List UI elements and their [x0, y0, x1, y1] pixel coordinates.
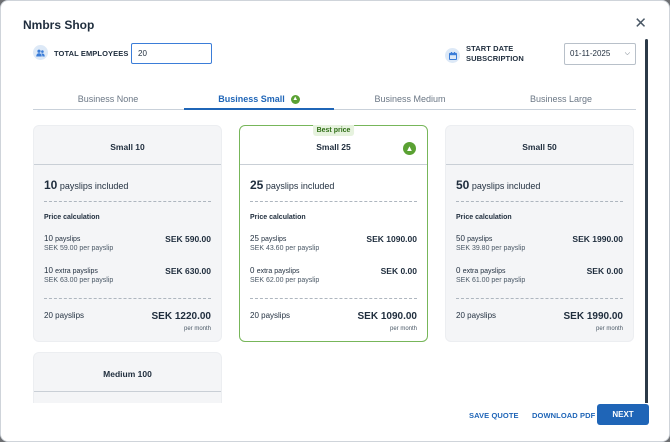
tab-business-none[interactable]: Business None	[77, 94, 139, 104]
save-quote-button[interactable]: SAVE QUOTE	[469, 411, 519, 420]
base-price: SEK 590.00	[165, 234, 211, 244]
plan-tabs: Business None Business Small ▲ Business M…	[33, 94, 636, 110]
divider	[456, 298, 623, 299]
price-calculation-label: Price calculation	[44, 214, 100, 221]
extra-rate: SEK 63.00 per payslip	[44, 277, 114, 284]
thumbs-up-icon: ▲	[290, 95, 300, 105]
base-line: 25 payslips	[250, 234, 287, 243]
thumbs-up-icon: ▲	[403, 142, 416, 155]
plan-name: Medium 100	[34, 353, 221, 392]
plan-name: Small 50	[446, 126, 633, 165]
tab-business-medium[interactable]: Business Medium	[374, 94, 446, 104]
best-price-badge: Best price	[312, 125, 355, 136]
tab-business-large[interactable]: Business Large	[529, 94, 593, 104]
divider	[456, 201, 623, 202]
total-price: SEK 1990.00	[563, 311, 624, 322]
per-month-label: per month	[595, 326, 623, 332]
start-date-select[interactable]: 01-11-2025 ⌵	[564, 43, 636, 65]
start-date-value: 01-11-2025	[570, 49, 611, 58]
extra-line: 10 extra payslips	[44, 266, 98, 275]
total-price: SEK 1220.00	[151, 311, 212, 322]
extra-price: SEK 0.00	[586, 266, 623, 276]
divider	[250, 298, 417, 299]
employees-input[interactable]: 20	[131, 43, 212, 64]
divider	[44, 201, 211, 202]
plan-name: Small 25	[240, 126, 427, 165]
base-rate: SEK 59.00 per payslip	[44, 245, 114, 252]
people-icon	[33, 45, 48, 60]
plan-card-small-50[interactable]: Small 50 50 payslips included Price calc…	[445, 125, 634, 342]
price-calculation-label: Price calculation	[456, 214, 512, 221]
footer-bar	[1, 403, 669, 441]
per-month-label: per month	[389, 326, 417, 332]
calendar-icon	[445, 48, 460, 63]
tab-business-small[interactable]: Business Small ▲	[184, 94, 334, 110]
base-line: 50 payslips	[456, 234, 493, 243]
base-line: 10 payslips	[44, 234, 81, 243]
base-price: SEK 1090.00	[366, 234, 417, 244]
scrollbar[interactable]	[645, 39, 648, 405]
base-price: SEK 1990.00	[572, 234, 623, 244]
start-date-label: START DATE	[466, 44, 514, 53]
payslips-included: 25 payslips included	[250, 178, 335, 192]
subscription-label: SUBSCRIPTION	[466, 54, 524, 63]
total-label: 20 payslips	[44, 311, 85, 320]
extra-rate: SEK 61.00 per payslip	[456, 277, 526, 284]
download-pdf-button[interactable]: DOWNLOAD PDF	[532, 411, 596, 420]
chevron-down-icon: ⌵	[624, 50, 630, 57]
plan-card-medium-100[interactable]: Medium 100	[33, 352, 222, 412]
base-rate: SEK 39.80 per payslip	[456, 245, 526, 252]
extra-rate: SEK 62.00 per payslip	[250, 277, 320, 284]
extra-line: 0 extra payslips	[250, 266, 300, 275]
modal-title: Nmbrs Shop	[23, 18, 95, 32]
plan-card-small-10[interactable]: Small 10 10 payslips included Price calc…	[33, 125, 222, 342]
extra-line: 0 extra payslips	[456, 266, 506, 275]
plan-card-small-25[interactable]: Small 25 Best price ▲ 25 payslips includ…	[239, 125, 428, 342]
divider	[44, 298, 211, 299]
close-icon[interactable]: ✕	[634, 15, 647, 32]
payslips-included: 10 payslips included	[44, 178, 129, 192]
extra-price: SEK 630.00	[165, 266, 211, 276]
settings-row: TOTAL EMPLOYEES 20 START DATE SUBSCRIPTI…	[33, 42, 636, 66]
employees-label: TOTAL EMPLOYEES	[54, 49, 129, 58]
price-calculation-label: Price calculation	[250, 214, 306, 221]
plan-name: Small 10	[34, 126, 221, 165]
divider	[250, 201, 417, 202]
base-rate: SEK 43.60 per payslip	[250, 245, 320, 252]
total-label: 20 payslips	[456, 311, 497, 320]
total-price: SEK 1090.00	[357, 311, 418, 322]
per-month-label: per month	[183, 326, 211, 332]
payslips-included: 50 payslips included	[456, 178, 541, 192]
next-button[interactable]: NEXT	[597, 404, 649, 425]
extra-price: SEK 0.00	[380, 266, 417, 276]
total-label: 20 payslips	[250, 311, 291, 320]
